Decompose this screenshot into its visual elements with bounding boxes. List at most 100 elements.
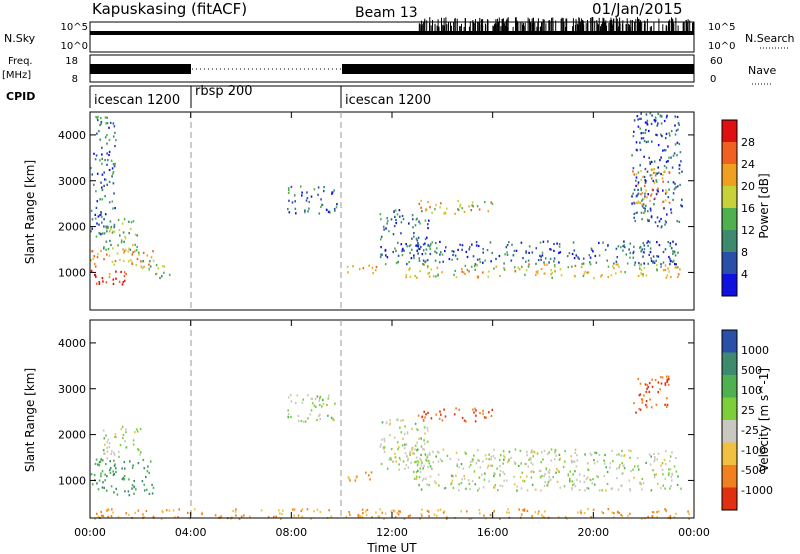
- data-point: [639, 148, 642, 151]
- data-point: [152, 250, 154, 253]
- data-point: [533, 450, 535, 453]
- data-point: [635, 179, 637, 182]
- data-point: [642, 203, 645, 206]
- data-point: [615, 263, 618, 266]
- data-point: [656, 189, 659, 192]
- data-point: [677, 122, 680, 125]
- data-point: [477, 489, 479, 492]
- data-point: [425, 248, 428, 251]
- data-point: [290, 394, 292, 397]
- data-point: [316, 508, 319, 511]
- data-point: [499, 474, 501, 477]
- data-point: [663, 119, 666, 123]
- data-point: [114, 467, 117, 470]
- data-point: [428, 452, 431, 455]
- data-point: [112, 122, 115, 125]
- data-point: [490, 260, 492, 263]
- data-point: [612, 265, 614, 268]
- data-point: [442, 260, 444, 263]
- data-point: [606, 470, 609, 474]
- data-point: [547, 481, 550, 484]
- nsearch-spike: [602, 25, 604, 31]
- data-point: [639, 141, 641, 144]
- nsearch-spike: [572, 26, 574, 31]
- data-point: [676, 154, 678, 157]
- data-point: [300, 185, 302, 188]
- nsearch-spike: [473, 25, 475, 31]
- data-point: [635, 141, 638, 144]
- data-point: [104, 443, 106, 446]
- data-point: [443, 408, 445, 411]
- data-point: [148, 492, 151, 495]
- data-point: [491, 251, 493, 254]
- data-point: [97, 515, 100, 518]
- data-point: [108, 138, 111, 142]
- data-point: [421, 479, 424, 482]
- data-point: [101, 186, 103, 189]
- data-point: [653, 203, 655, 206]
- data-point: [416, 239, 419, 242]
- data-point: [555, 454, 557, 457]
- data-point: [103, 171, 105, 174]
- data-point: [93, 152, 95, 155]
- data-point: [381, 511, 384, 514]
- data-point: [306, 191, 308, 194]
- data-point: [148, 269, 150, 272]
- data-point: [597, 475, 599, 479]
- data-point: [459, 203, 462, 206]
- data-point: [474, 268, 476, 271]
- nsearch-spike: [600, 24, 602, 31]
- data-point: [423, 464, 425, 467]
- data-point: [526, 450, 528, 454]
- data-point: [465, 420, 467, 423]
- data-point: [665, 116, 668, 119]
- nsearch-spike: [580, 21, 582, 31]
- beam-title: Beam 13: [355, 5, 418, 21]
- data-point: [424, 209, 427, 212]
- data-point: [672, 252, 674, 255]
- data-point: [563, 485, 566, 488]
- data-point: [660, 122, 663, 125]
- data-point: [535, 273, 537, 277]
- colorbar-swatch: [722, 442, 737, 465]
- data-point: [152, 515, 155, 518]
- data-point: [412, 218, 414, 221]
- colorbar-swatch: [722, 375, 737, 398]
- data-point: [499, 473, 501, 476]
- data-point: [475, 462, 478, 465]
- data-point: [112, 182, 115, 185]
- data-point: [567, 266, 570, 269]
- data-point: [637, 125, 640, 128]
- data-point: [418, 437, 420, 440]
- data-point: [603, 462, 606, 465]
- data-point: [649, 241, 651, 244]
- x-tick-label: 00:00: [74, 526, 106, 539]
- data-point: [310, 517, 312, 521]
- data-point: [122, 231, 125, 234]
- data-point: [520, 487, 523, 490]
- data-point: [434, 259, 437, 262]
- data-point: [232, 509, 234, 513]
- data-point: [435, 514, 438, 517]
- data-point: [109, 467, 112, 470]
- data-point: [457, 200, 459, 203]
- data-point: [146, 488, 148, 491]
- data-point: [313, 404, 316, 407]
- data-point: [679, 183, 681, 186]
- data-point: [633, 216, 635, 219]
- data-point: [677, 266, 679, 269]
- data-point: [656, 134, 659, 137]
- data-point: [543, 272, 546, 275]
- data-point: [629, 489, 632, 492]
- colorbar-tick-label: 25: [741, 404, 755, 417]
- data-point: [661, 468, 664, 471]
- data-point: [99, 159, 101, 162]
- nsearch-spike: [668, 22, 670, 31]
- data-point: [678, 220, 681, 223]
- nsearch-spike: [597, 24, 599, 31]
- data-point: [91, 218, 94, 221]
- data-point: [302, 420, 305, 423]
- nsearch-spikes: [418, 17, 694, 31]
- data-point: [100, 117, 102, 120]
- data-point: [434, 208, 436, 211]
